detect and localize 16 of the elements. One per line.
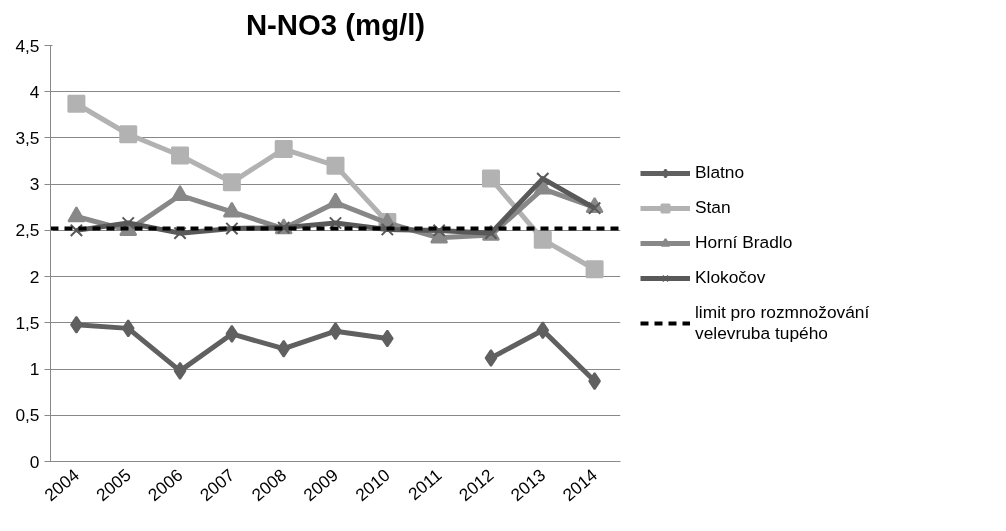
y-tick-label: 1,5 (15, 312, 40, 333)
legend-label: Klokočov (695, 267, 766, 288)
chart-title: N-NO3 (mg/l) (245, 7, 426, 41)
y-tick-label: 2,5 (15, 220, 40, 241)
legend-label: Horní Bradlo (695, 232, 793, 253)
y-tick-label: 2 (29, 266, 40, 287)
legend-label: limit pro rozmnožování velevruba tupého (695, 302, 870, 344)
y-tick-label: 4,5 (15, 35, 40, 56)
y-tick-label: 0,5 (15, 405, 40, 426)
legend-label: Blatno (695, 162, 745, 183)
y-tick-label: 1 (29, 359, 40, 380)
y-tick-label: 4 (29, 81, 40, 102)
y-tick-label: 3,5 (15, 127, 40, 148)
y-tick-label: 0 (29, 451, 40, 472)
y-tick-label: 3 (29, 174, 40, 195)
legend-label: Stan (695, 197, 731, 218)
